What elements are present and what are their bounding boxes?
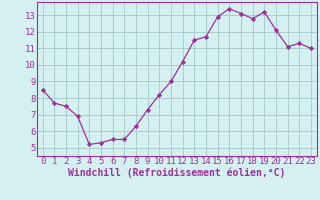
X-axis label: Windchill (Refroidissement éolien,°C): Windchill (Refroidissement éolien,°C) <box>68 168 285 178</box>
